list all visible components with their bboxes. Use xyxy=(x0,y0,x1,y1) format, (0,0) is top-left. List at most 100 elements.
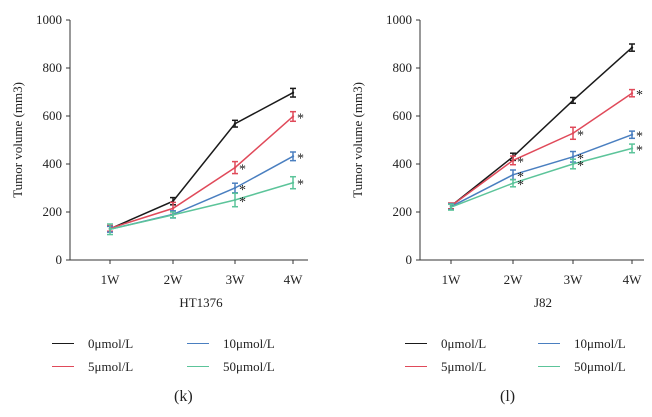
data-point xyxy=(291,91,295,94)
significance-marker: * xyxy=(577,152,584,167)
series-line xyxy=(450,92,633,207)
legend-swatch xyxy=(187,366,209,367)
legend-label: 50μmol/L xyxy=(574,358,626,374)
legend-label: 10μmol/L xyxy=(574,335,626,351)
data-point xyxy=(511,173,515,176)
data-point xyxy=(108,228,112,231)
data-point xyxy=(630,133,634,136)
data-point xyxy=(449,206,453,209)
chart-panel-k: 0 200 400 600 800 1000 1W 2W 3W 4W HT1376 Tumor vol… xyxy=(10,12,308,310)
significance-marker: * xyxy=(297,111,304,126)
series-line xyxy=(450,134,633,208)
x-axis-label: J82 xyxy=(534,295,552,310)
legend-item: 0μmol/L xyxy=(405,332,486,355)
legend-item: 10μmol/L xyxy=(538,332,626,355)
legend-item: 50μmol/L xyxy=(538,355,626,378)
data-point xyxy=(233,122,237,125)
legend-label: 5μmol/L xyxy=(88,358,134,374)
series-line xyxy=(109,155,294,231)
y-tick-label: 400 xyxy=(393,156,413,171)
legend-swatch xyxy=(52,366,74,367)
y-tick-label: 0 xyxy=(406,252,413,267)
data-point xyxy=(171,207,175,210)
significance-marker: * xyxy=(517,170,524,185)
data-point xyxy=(171,213,175,217)
significance-marker: * xyxy=(577,159,584,174)
data-point xyxy=(291,115,295,118)
significance-marker: * xyxy=(517,178,524,193)
y-tick-label: 0 xyxy=(56,252,63,267)
legend-swatch xyxy=(405,366,427,367)
y-tick-label: 800 xyxy=(43,60,63,75)
x-tick-label: 2W xyxy=(164,272,184,287)
y-tick-label: 600 xyxy=(393,108,413,123)
data-point xyxy=(630,46,634,49)
significance-marker: * xyxy=(636,130,643,145)
series-line xyxy=(450,47,633,207)
data-point xyxy=(630,92,634,95)
panel-label-l: (l) xyxy=(500,388,516,405)
legend-item: 5μmol/L xyxy=(405,355,486,378)
data-point xyxy=(511,159,515,162)
x-tick-label: 3W xyxy=(564,272,584,287)
y-tick-label: 200 xyxy=(43,204,63,219)
panel-label-k: (k) xyxy=(174,388,193,405)
x-tick-label: 3W xyxy=(226,272,246,287)
legend-item: 50μmol/L xyxy=(187,355,275,378)
data-point xyxy=(233,198,237,202)
legend-swatch xyxy=(538,343,560,344)
data-point xyxy=(291,181,295,184)
significance-marker: * xyxy=(577,128,584,143)
chart-panel-l: 0 200 400 600 800 1000 1W 2W 3W 4W J82 Tumor volume… xyxy=(350,12,644,310)
x-tick-label: 4W xyxy=(623,272,643,287)
y-tick-label: 800 xyxy=(393,60,413,75)
data-point xyxy=(630,147,634,150)
legend-label: 5μmol/L xyxy=(441,358,487,374)
significance-marker: * xyxy=(239,163,246,178)
significance-marker: * xyxy=(297,151,304,166)
x-tick-label: 1W xyxy=(442,272,462,287)
significance-marker: * xyxy=(239,183,246,198)
series-line xyxy=(109,182,294,231)
y-axis-label: Tumor volume (mm3) xyxy=(10,82,25,198)
data-point xyxy=(571,99,575,102)
legend-label: 0μmol/L xyxy=(88,335,134,351)
data-point xyxy=(571,155,575,158)
significance-marker: * xyxy=(517,155,524,170)
y-axis-label: Tumor volume (mm3) xyxy=(350,82,365,198)
data-point xyxy=(571,162,575,166)
y-tick-label: 200 xyxy=(393,204,413,219)
legend-item: 5μmol/L xyxy=(52,355,133,378)
x-tick-label: 1W xyxy=(101,272,121,287)
y-tick-label: 600 xyxy=(43,108,63,123)
x-tick-label: 2W xyxy=(504,272,524,287)
series-line xyxy=(109,115,294,230)
legend-item: 0μmol/L xyxy=(52,332,133,355)
legend-item: 10μmol/L xyxy=(187,332,275,355)
legend-label: 10μmol/L xyxy=(223,335,275,351)
legend-swatch xyxy=(538,366,560,367)
legend-label: 0μmol/L xyxy=(441,335,487,351)
legend-swatch xyxy=(52,343,74,344)
significance-marker: * xyxy=(297,178,304,193)
y-tick-label: 400 xyxy=(43,156,63,171)
data-point xyxy=(511,182,515,185)
data-point xyxy=(233,166,237,169)
x-axis-label: HT1376 xyxy=(179,295,223,310)
series-line xyxy=(450,147,633,208)
significance-marker: * xyxy=(636,143,643,158)
y-tick-label: 1000 xyxy=(386,12,412,27)
legend-swatch xyxy=(187,343,209,344)
legend-swatch xyxy=(405,343,427,344)
significance-marker: * xyxy=(636,88,643,103)
x-tick-label: 4W xyxy=(284,272,304,287)
data-point xyxy=(291,155,295,158)
significance-marker: * xyxy=(239,195,246,210)
legend-k: 0μmol/L 5μmol/L 10μmol/L 50μmol/L xyxy=(52,332,302,382)
data-point xyxy=(571,132,575,135)
series-line xyxy=(109,92,294,230)
legend-l: 0μmol/L 5μmol/L 10μmol/L 50μmol/L xyxy=(405,332,650,382)
legend-label: 50μmol/L xyxy=(223,358,275,374)
data-point xyxy=(233,186,237,190)
